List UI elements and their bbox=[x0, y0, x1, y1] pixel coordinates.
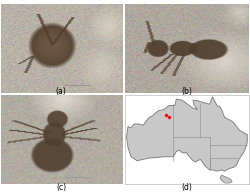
Polygon shape bbox=[220, 175, 232, 183]
Text: (b): (b) bbox=[182, 87, 192, 96]
Text: (a): (a) bbox=[56, 87, 66, 96]
Text: (c): (c) bbox=[56, 183, 66, 192]
Text: (d): (d) bbox=[182, 183, 192, 192]
Polygon shape bbox=[126, 97, 247, 171]
